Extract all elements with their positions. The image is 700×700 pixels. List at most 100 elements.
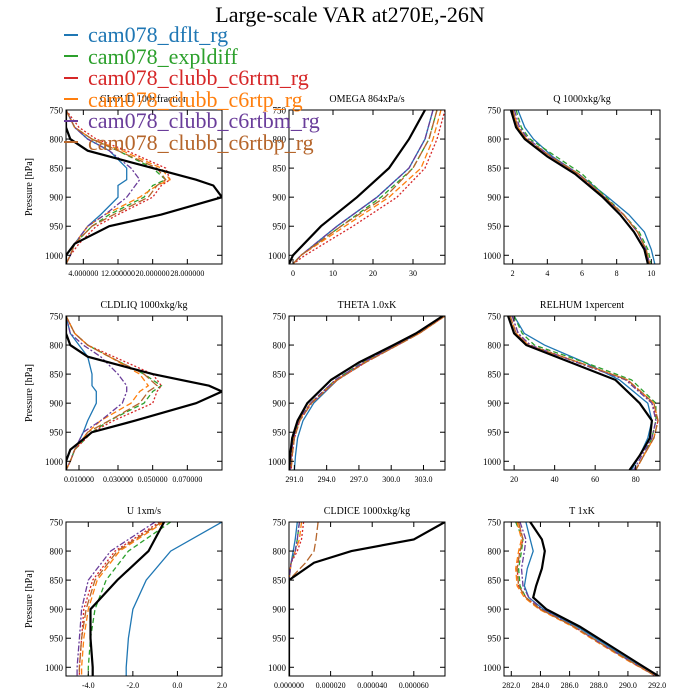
series-group xyxy=(515,522,660,676)
figure-title: Large-scale VAR at270E,-26N xyxy=(215,2,485,27)
series-line-1 xyxy=(517,110,656,264)
x-tick-label: 297.0 xyxy=(350,475,368,484)
panel-title: CLOUD 100xfraction xyxy=(100,94,188,105)
x-tick-label: 10 xyxy=(647,269,655,278)
x-tick-label: 0.030000 xyxy=(103,475,133,484)
series-line-4 xyxy=(512,110,651,264)
series-line-6 xyxy=(290,316,445,470)
x-tick-label: 0.0 xyxy=(172,681,182,690)
legend-label: cam078_clubb_c6rtm_rg xyxy=(88,65,309,90)
y-tick-label: 900 xyxy=(273,605,287,615)
y-tick-label: 1000 xyxy=(268,663,287,673)
plot-frame xyxy=(65,521,223,677)
series-line-4 xyxy=(80,522,165,676)
y-tick-label: 750 xyxy=(273,106,287,116)
series-line-7 xyxy=(89,522,166,676)
y-tick-label: 750 xyxy=(273,312,287,322)
y-axis-label: Pressure [hPa] xyxy=(24,364,35,422)
panel-title: U 1xm/s xyxy=(127,506,161,517)
legend-label: cam078_clubb_c6rtp_rg xyxy=(88,86,303,112)
panel-5: 750 800 850 900 950 1000 291.0 294.0 297.0 300.0 3… xyxy=(268,300,446,484)
panel-3: 750 800 850 900 950 1000 2 4 6 8 10 Q 1000xkg/kg xyxy=(483,94,661,278)
series-line-7 xyxy=(66,316,222,470)
x-tick-label: 10 xyxy=(329,269,337,278)
series-line-5 xyxy=(76,522,156,676)
series-line-6 xyxy=(516,522,656,676)
legend-label: cam078_clubb_c6rtbp_rg xyxy=(88,129,314,155)
legend-label: cam078_expldiff xyxy=(88,43,238,69)
panel-title: CLDICE 1000xkg/kg xyxy=(324,506,410,517)
y-tick-label: 850 xyxy=(273,370,287,380)
y-tick-label: 750 xyxy=(488,518,502,528)
series-line-3 xyxy=(78,522,160,676)
y-tick-label: 900 xyxy=(488,193,502,203)
legend-item: cam078_clubb_c6rtm_rg xyxy=(64,67,320,89)
series-line-3 xyxy=(292,110,445,264)
legend-swatch xyxy=(64,55,78,58)
y-tick-label: 900 xyxy=(50,605,64,615)
x-tick-label: 2 xyxy=(511,269,515,278)
panel-2: 750 800 850 900 950 1000 0 10 20 30 OMEGA 864xPa/s xyxy=(268,94,446,278)
series-line-3 xyxy=(516,522,656,676)
y-tick-label: 750 xyxy=(50,106,64,116)
x-tick-label: 0.050000 xyxy=(138,475,168,484)
x-tick-label: 30 xyxy=(409,269,417,278)
y-tick-label: 950 xyxy=(488,428,502,438)
y-axis-label: Pressure [hPa] xyxy=(24,158,35,216)
legend-label: cam078_dflt_rg xyxy=(88,22,229,47)
x-tick-label: 0.000000 xyxy=(274,681,304,690)
y-tick-label: 850 xyxy=(488,164,502,174)
x-tick-label: 12.000000 xyxy=(101,269,135,278)
series-line-7 xyxy=(507,316,654,470)
series-group xyxy=(289,522,445,676)
x-tick-label: 303.0 xyxy=(414,475,432,484)
series-line-3 xyxy=(289,522,305,676)
y-tick-label: 850 xyxy=(50,576,64,586)
series-line-5 xyxy=(289,316,445,470)
x-tick-label: 2.0 xyxy=(217,681,227,690)
x-tick-label: 0 xyxy=(291,269,295,278)
y-tick-label: 950 xyxy=(273,222,287,232)
x-tick-label: 292.0 xyxy=(648,681,666,690)
y-tick-label: 850 xyxy=(488,370,502,380)
y-tick-label: 900 xyxy=(488,605,502,615)
panel-title: RELHUM 1xpercent xyxy=(540,300,624,311)
y-tick-label: 900 xyxy=(50,399,64,409)
series-group xyxy=(509,110,656,264)
series-line-1 xyxy=(289,522,298,676)
x-tick-label: 20 xyxy=(369,269,377,278)
x-tick-label: -2.0 xyxy=(127,681,140,690)
x-tick-label: 20 xyxy=(510,475,518,484)
y-tick-label: 900 xyxy=(273,399,287,409)
y-tick-label: 950 xyxy=(488,634,502,644)
x-tick-label: 80 xyxy=(632,475,640,484)
series-line-2 xyxy=(292,110,438,264)
series-group xyxy=(66,110,222,264)
plot-frame xyxy=(503,521,661,677)
series-line-3 xyxy=(290,316,445,470)
x-tick-label: 4.000000 xyxy=(68,269,98,278)
y-tick-label: 850 xyxy=(50,370,64,380)
plot-frame xyxy=(65,109,223,265)
y-tick-label: 1000 xyxy=(268,457,287,467)
x-tick-label: 6 xyxy=(580,269,584,278)
x-tick-label: 290.0 xyxy=(619,681,637,690)
series-line-3 xyxy=(512,110,651,264)
series-line-1 xyxy=(523,522,658,676)
series-line-7 xyxy=(289,316,444,470)
y-tick-label: 950 xyxy=(50,222,64,232)
y-tick-label: 1000 xyxy=(483,663,502,673)
y-tick-label: 800 xyxy=(488,135,502,145)
y-tick-label: 950 xyxy=(50,634,64,644)
y-tick-label: 800 xyxy=(50,135,64,145)
y-tick-label: 1000 xyxy=(268,251,287,261)
panel-title: CLDLIQ 1000xkg/kg xyxy=(101,300,188,311)
series-group xyxy=(289,316,445,470)
y-tick-label: 1000 xyxy=(483,457,502,467)
series-line-6 xyxy=(78,522,163,676)
y-tick-label: 950 xyxy=(488,222,502,232)
x-tick-label: 0.000020 xyxy=(316,681,346,690)
x-tick-label: -4.0 xyxy=(82,681,95,690)
series-line-7 xyxy=(529,522,660,676)
x-tick-label: 294.0 xyxy=(318,475,336,484)
